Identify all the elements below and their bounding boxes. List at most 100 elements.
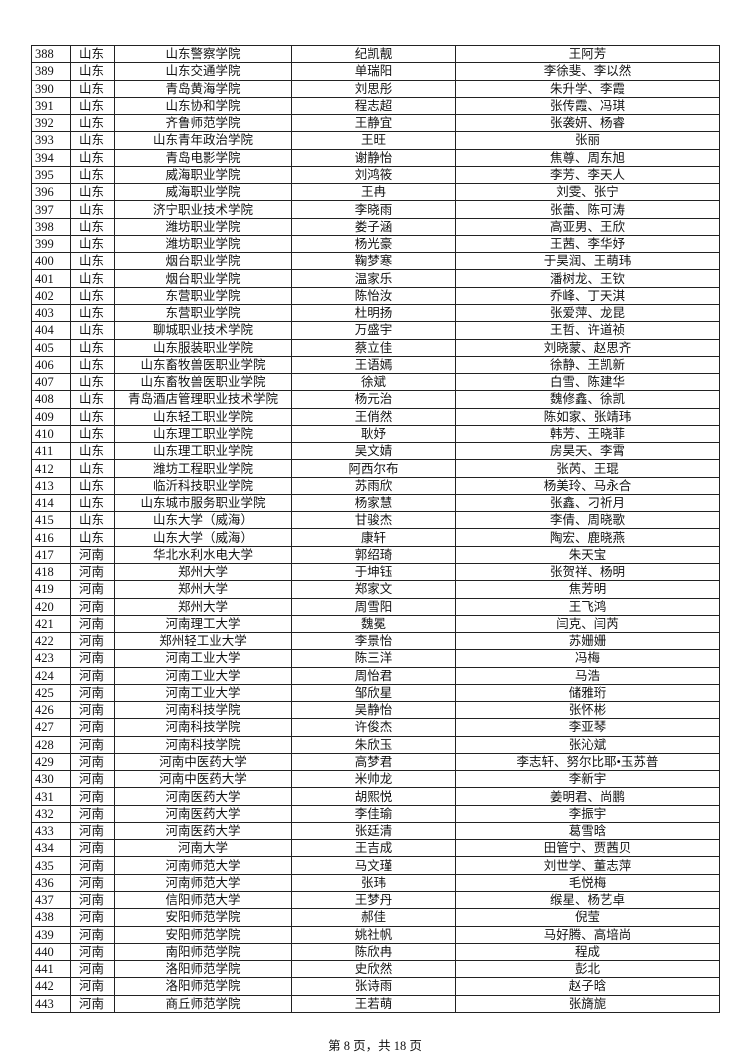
student-name: 史欣然 [291, 960, 456, 979]
advisor-names: 白雪、陈建华 [455, 373, 720, 392]
school-name: 河南科技学院 [114, 718, 292, 737]
advisor-names: 张蕾、陈可涛 [455, 200, 720, 219]
advisor-names: 张贺祥、杨明 [455, 562, 720, 582]
province: 山东 [70, 44, 115, 64]
table-row: 405 山东 山东服装职业学院 蔡立佳 刘晓蒙、赵思齐 [31, 338, 720, 357]
row-number: 400 [31, 252, 71, 271]
table-row: 438 河南 安阳师范学院 郝佳 倪莹 [31, 908, 720, 927]
advisor-names: 张袭妍、杨睿 [455, 114, 720, 133]
school-name: 信阳师范大学 [114, 891, 292, 910]
table-row: 439 河南 安阳师范学院 姚社帆 马好腾、高培尚 [31, 925, 720, 944]
table-row: 408 山东 青岛酒店管理职业技术学院 杨元治 魏修鑫、徐凯 [31, 390, 720, 409]
row-number: 405 [31, 338, 71, 357]
student-name: 魏冕 [291, 614, 456, 634]
advisor-names: 于昊润、王萌玮 [455, 252, 720, 271]
school-name: 山东大学（威海） [114, 511, 292, 530]
row-number: 398 [31, 217, 71, 236]
row-number: 434 [31, 839, 71, 858]
school-name: 齐鲁师范学院 [114, 114, 292, 133]
student-name: 王静宜 [291, 114, 456, 133]
student-name: 杨光豪 [291, 234, 456, 254]
row-number: 418 [31, 562, 71, 582]
table-row: 413 山东 临沂科技职业学院 苏雨欣 杨美玲、马永合 [31, 476, 720, 495]
province: 山东 [70, 183, 115, 202]
student-name: 甘骏杰 [291, 511, 456, 530]
school-name: 潍坊职业学院 [114, 234, 292, 254]
advisor-names: 杨美玲、马永合 [455, 476, 720, 495]
table-row: 401 山东 烟台职业学院 温家乐 潘树龙、王钦 [31, 269, 720, 288]
student-name: 单瑞阳 [291, 62, 456, 81]
student-name: 万盛宇 [291, 321, 456, 340]
advisor-names: 张鑫、刁祈月 [455, 493, 720, 513]
advisor-names: 毛悦梅 [455, 873, 720, 893]
province: 河南 [70, 960, 115, 979]
school-name: 临沂科技职业学院 [114, 476, 292, 495]
province: 山东 [70, 114, 115, 133]
advisor-names: 张沁斌 [455, 735, 720, 754]
province: 山东 [70, 303, 115, 323]
student-name: 郑家文 [291, 580, 456, 599]
row-number: 425 [31, 683, 71, 703]
row-number: 433 [31, 821, 71, 841]
province: 山东 [70, 511, 115, 530]
student-name: 吴静怡 [291, 701, 456, 720]
province: 河南 [70, 804, 115, 823]
table-row: 431 河南 河南医药大学 胡熙悦 姜明君、尚鹏 [31, 787, 720, 806]
school-name: 南阳师范学院 [114, 942, 292, 962]
advisor-names: 彭北 [455, 960, 720, 979]
province: 河南 [70, 908, 115, 927]
table-row: 392 山东 齐鲁师范学院 王静宜 张袭妍、杨睿 [31, 114, 720, 133]
student-name: 刘鸿筱 [291, 165, 456, 185]
row-number: 420 [31, 597, 71, 616]
table-row: 425 河南 河南工业大学 邹欣星 储雅珩 [31, 683, 720, 703]
table-row: 430 河南 河南中医药大学 米帅龙 李新宇 [31, 770, 720, 789]
table-row: 412 山东 潍坊工程职业学院 阿西尔布 张芮、王琨 [31, 459, 720, 478]
advisor-names: 张传霞、冯琪 [455, 96, 720, 116]
province: 河南 [70, 787, 115, 806]
student-name: 刘思彤 [291, 79, 456, 98]
school-name: 山东交通学院 [114, 62, 292, 81]
school-name: 河南理工大学 [114, 614, 292, 634]
advisor-names: 张爱萍、龙昆 [455, 303, 720, 323]
advisor-names: 冯梅 [455, 649, 720, 668]
table-row: 403 山东 东营职业学院 杜明扬 张爱萍、龙昆 [31, 303, 720, 323]
school-name: 山东理工职业学院 [114, 442, 292, 461]
student-name: 娄子涵 [291, 217, 456, 236]
row-number: 401 [31, 269, 71, 288]
school-name: 河南科技学院 [114, 735, 292, 754]
province: 山东 [70, 269, 115, 288]
student-name: 温家乐 [291, 269, 456, 288]
student-name: 鞠梦寒 [291, 252, 456, 271]
table-row: 402 山东 东营职业学院 陈怡汝 乔峰、丁天淇 [31, 286, 720, 305]
advisor-names: 徐静、王凯新 [455, 355, 720, 375]
school-name: 烟台职业学院 [114, 269, 292, 288]
province: 山东 [70, 321, 115, 340]
school-name: 河南医药大学 [114, 787, 292, 806]
student-name: 周怡君 [291, 666, 456, 685]
row-number: 439 [31, 925, 71, 944]
province: 河南 [70, 994, 115, 1013]
row-number: 426 [31, 701, 71, 720]
province: 河南 [70, 597, 115, 616]
advisor-names: 苏姗姗 [455, 632, 720, 651]
row-number: 402 [31, 286, 71, 305]
student-name: 王梦丹 [291, 891, 456, 910]
school-name: 河南工业大学 [114, 666, 292, 685]
table-row: 422 河南 郑州轻工业大学 李景怡 苏姗姗 [31, 632, 720, 651]
table-row: 396 山东 威海职业学院 王冉 刘雯、张宁 [31, 183, 720, 202]
school-name: 安阳师范学院 [114, 908, 292, 927]
student-name: 吴文婧 [291, 442, 456, 461]
student-name: 王冉 [291, 183, 456, 202]
advisor-names: 陶宏、鹿晓燕 [455, 528, 720, 547]
row-number: 419 [31, 580, 71, 599]
row-number: 429 [31, 752, 71, 772]
advisor-names: 李志轩、努尔比耶•玉苏普 [455, 752, 720, 772]
student-name: 杜明扬 [291, 303, 456, 323]
school-name: 青岛酒店管理职业技术学院 [114, 390, 292, 409]
student-name: 王旺 [291, 131, 456, 150]
advisor-names: 李亚琴 [455, 718, 720, 737]
student-name: 谢静怡 [291, 148, 456, 167]
province: 河南 [70, 718, 115, 737]
results-table-body: 388 山东 山东警察学院 纪凯靓 王阿芳 389 山东 山东交通学院 单瑞阳 李徐斐、李以然 39… [31, 44, 720, 1013]
student-name: 纪凯靓 [291, 44, 456, 64]
